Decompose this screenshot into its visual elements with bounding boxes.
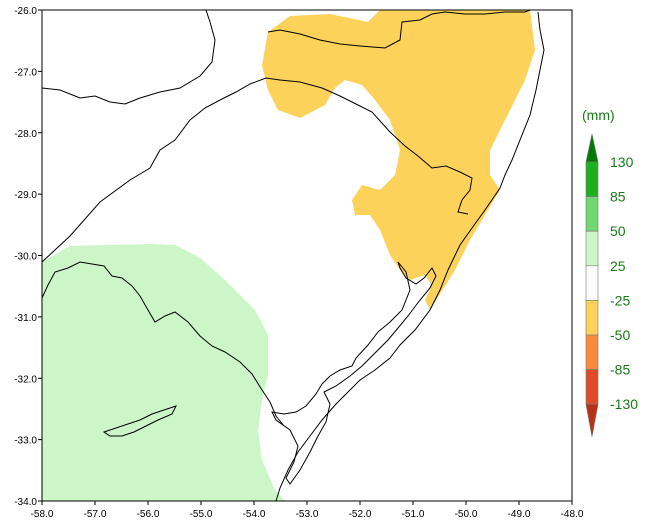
legend-color-swatch	[585, 265, 599, 301]
y-tick-label: -27.0	[14, 67, 37, 78]
x-tick-label: -49.0	[508, 509, 531, 520]
x-tick-label: -52.0	[349, 509, 372, 520]
anomaly-regions	[42, 10, 535, 501]
legend-label: -50	[610, 327, 630, 343]
legend-color-swatch	[585, 300, 599, 336]
legend-label: -25	[610, 292, 630, 308]
x-tick-label: -50.0	[455, 509, 478, 520]
y-tick-label: -26.0	[14, 6, 37, 17]
y-tick-label: -31.0	[14, 313, 37, 324]
x-tick-label: -58.0	[31, 509, 54, 520]
legend: (mm) 130 85 50 25 -25 -50 -85 -130	[582, 107, 638, 437]
legend-label: 130	[610, 154, 634, 170]
coastline	[275, 11, 545, 502]
legend-color-bar	[585, 133, 599, 437]
lagoon-inner	[271, 261, 437, 485]
border-line-northwest	[41, 9, 216, 105]
positive-anomaly-area	[42, 244, 285, 501]
x-tick-label: -55.0	[190, 509, 213, 520]
y-tick-label: -30.0	[14, 252, 37, 263]
legend-color-swatch	[585, 161, 599, 197]
legend-labels: 130 85 50 25 -25 -50 -85 -130	[610, 154, 638, 412]
x-tick-label: -53.0	[296, 509, 319, 520]
y-tick-label: -34.0	[14, 497, 37, 508]
border-line-west	[41, 261, 285, 427]
legend-color-swatch	[585, 334, 599, 370]
y-tick-label: -28.0	[14, 129, 37, 140]
legend-unit-label: (mm)	[582, 107, 615, 123]
y-tick-label: -32.0	[14, 374, 37, 385]
x-tick-label: -48.0	[561, 509, 584, 520]
lagoon-south	[102, 405, 177, 437]
border-line-river	[41, 77, 473, 263]
legend-label: 85	[610, 189, 626, 205]
legend-color-swatch	[585, 403, 599, 437]
legend-color-swatch	[585, 133, 599, 163]
legend-label: -85	[610, 362, 630, 378]
boundary-lines	[41, 9, 545, 502]
legend-label: 25	[610, 258, 626, 274]
x-axis: -58.0 -57.0 -56.0 -55.0 -54.0 -53.0 -52.0 -51.0…	[31, 501, 584, 520]
border-line-north	[267, 9, 531, 49]
x-tick-label: -56.0	[137, 509, 160, 520]
legend-label: 50	[610, 223, 626, 239]
y-axis: -26.0 -27.0 -28.0 -29.0 -30.0 -31.0 -32.0 -33.0…	[14, 6, 42, 508]
legend-color-swatch	[585, 230, 599, 267]
x-tick-label: -54.0	[243, 509, 266, 520]
x-tick-label: -57.0	[84, 509, 107, 520]
y-tick-label: -33.0	[14, 436, 37, 447]
y-tick-label: -29.0	[14, 190, 37, 201]
x-tick-label: -51.0	[402, 509, 425, 520]
legend-color-swatch	[585, 369, 599, 405]
legend-color-swatch	[585, 196, 599, 232]
legend-label: -130	[610, 396, 638, 412]
